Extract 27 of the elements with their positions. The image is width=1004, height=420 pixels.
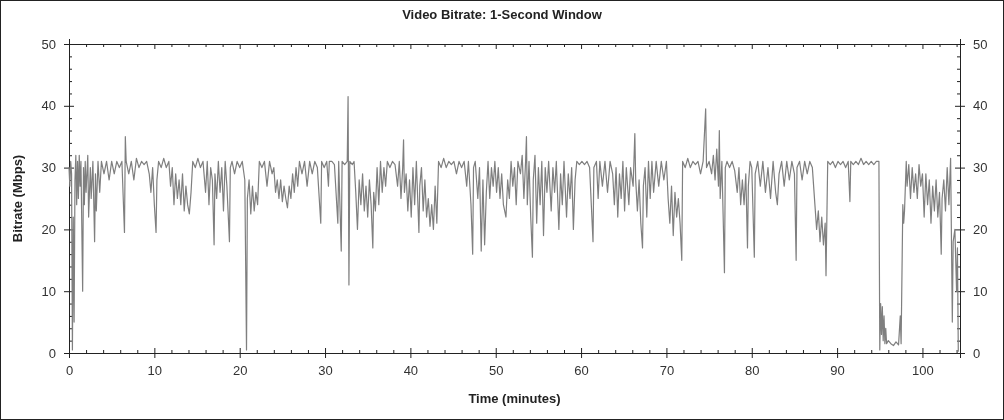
y2-tick-label: 40: [973, 98, 988, 114]
y-tick-label: 0: [48, 345, 56, 361]
x-tick-label: 50: [488, 363, 504, 379]
y2-tick-label: 0: [973, 345, 981, 361]
x-tick-label: 30: [318, 363, 333, 379]
x-tick-label: 80: [745, 363, 760, 379]
x-tick-label: 10: [147, 363, 163, 379]
y2-tick-label: 10: [973, 283, 988, 299]
y-tick-label: 50: [41, 36, 56, 52]
y2-tick-label: 50: [973, 36, 988, 52]
y-tick-label: 10: [41, 283, 56, 299]
x-tick-label: 60: [574, 363, 589, 379]
y-tick-label: 20: [41, 222, 56, 238]
line-series: [68, 95, 959, 352]
y2-tick-label: 30: [973, 160, 988, 176]
y-axis-title: Bitrate (Mbps): [10, 154, 25, 243]
x-tick-label: 20: [232, 363, 248, 379]
y2-tick-label: 20: [973, 222, 988, 238]
x-tick-label: 90: [830, 363, 845, 379]
x-axis-title: Time (minutes): [468, 391, 561, 406]
x-tick-label: 0: [65, 363, 74, 379]
x-tick-label: 40: [403, 363, 419, 379]
x-tick-label: 70: [659, 363, 675, 379]
y-tick-label: 40: [41, 98, 56, 114]
y-tick-label: 30: [41, 160, 56, 176]
x-tick-label: 100: [912, 363, 934, 379]
chart-title: Video Bitrate: 1-Second Window: [402, 7, 603, 22]
